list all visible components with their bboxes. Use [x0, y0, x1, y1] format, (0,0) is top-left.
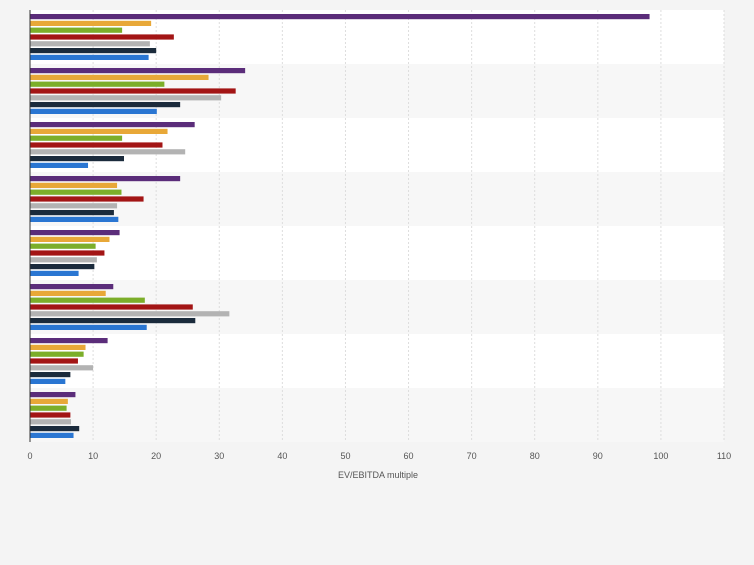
bars [30, 14, 650, 438]
bar [30, 419, 72, 425]
bar [30, 405, 67, 411]
bar [30, 304, 193, 310]
bar [30, 95, 222, 101]
x-tick-label: 50 [340, 451, 350, 461]
bar [30, 378, 66, 384]
bar [30, 34, 174, 40]
x-tick-label: 100 [653, 451, 668, 461]
bar [30, 189, 122, 195]
x-axis-label: EV/EBITDA multiple [338, 470, 418, 480]
bar [30, 412, 71, 418]
bar [30, 297, 145, 303]
bar [30, 392, 76, 398]
x-tick-label: 70 [467, 451, 477, 461]
x-tick-label: 0 [27, 451, 32, 461]
x-tick-label: 80 [530, 451, 540, 461]
bar [30, 344, 86, 350]
bar [30, 48, 157, 54]
x-tick-label: 90 [593, 451, 603, 461]
bar [30, 88, 236, 94]
bar [30, 135, 123, 141]
x-tick-label: 110 [717, 451, 731, 461]
category-band [30, 388, 724, 442]
bar [30, 210, 114, 216]
bar [30, 20, 152, 26]
bar [30, 311, 230, 317]
bar [30, 230, 120, 236]
x-tick-label: 20 [151, 451, 161, 461]
bar [30, 351, 84, 357]
bar [30, 216, 119, 222]
x-axis-tick-labels: 0 10 20 30 40 50 60 70 80 90 100 110 [27, 451, 731, 461]
category-band [30, 226, 724, 280]
bar [30, 196, 144, 202]
bar [30, 270, 79, 276]
category-bands [30, 10, 724, 442]
bar [30, 290, 106, 296]
bar [30, 68, 246, 74]
bar [30, 122, 195, 128]
bar [30, 426, 80, 432]
bar [30, 264, 95, 270]
bar [30, 142, 163, 148]
bar [30, 102, 181, 108]
bar [30, 156, 125, 162]
category-band [30, 334, 724, 388]
bar [30, 41, 150, 47]
x-tick-label: 30 [214, 451, 224, 461]
bar [30, 358, 78, 364]
bar [30, 250, 105, 256]
x-tick-label: 10 [88, 451, 98, 461]
bar [30, 318, 196, 324]
bar [30, 27, 123, 33]
bar [30, 236, 110, 242]
bar [30, 398, 68, 404]
bar [30, 14, 650, 20]
x-tick-label: 60 [404, 451, 414, 461]
bar [30, 365, 94, 371]
bar [30, 74, 209, 80]
bar [30, 128, 168, 134]
bar [30, 338, 108, 344]
bar [30, 284, 114, 290]
bar [30, 108, 157, 114]
x-tick-label: 40 [277, 451, 287, 461]
bar [30, 176, 181, 182]
bar [30, 54, 149, 60]
bar [30, 372, 71, 378]
bar [30, 149, 186, 155]
bar [30, 257, 97, 263]
bar [30, 243, 96, 249]
bar [30, 162, 89, 168]
gridlines [92, 10, 725, 442]
bar [30, 182, 118, 188]
bar [30, 81, 165, 87]
bar [30, 324, 147, 330]
bar [30, 203, 118, 209]
bar [30, 432, 74, 438]
